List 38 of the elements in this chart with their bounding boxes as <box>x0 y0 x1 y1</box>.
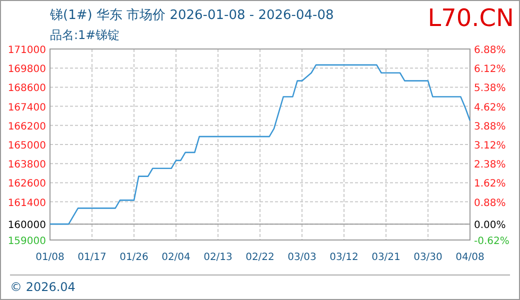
y2-tick-label: 0.88% <box>474 198 506 209</box>
y-tick-label: 169800 <box>8 64 46 76</box>
chart-title: 锑(1#) 华东 市场价 2026-01-08 - 2026-04-08 <box>49 8 334 23</box>
y-tick-label: 162600 <box>8 178 46 190</box>
text: L70.CN <box>428 4 514 32</box>
y-tick-label: 167400 <box>8 102 46 114</box>
y2-tick-label: 6.12% <box>474 64 506 76</box>
x-tick-label: 03/03 <box>288 252 316 263</box>
x-tick-label: 01/08 <box>36 252 64 263</box>
y2-tick-label: -0.62% <box>474 236 510 247</box>
y2-tick-label: 2.38% <box>474 160 506 171</box>
y2-tick-label: 3.88% <box>474 121 506 132</box>
y-tick-label: 166200 <box>8 121 46 132</box>
y-tick-label: 171000 <box>8 45 46 56</box>
chart-subtitle: 品名:1#锑锭 <box>50 28 120 42</box>
y2-tick-label: 3.12% <box>474 140 506 152</box>
y-tick-label: 163800 <box>8 160 46 171</box>
x-tick-label: 02/13 <box>204 252 232 263</box>
x-tick-label: 03/12 <box>330 252 358 263</box>
y-tick-label: 161400 <box>8 198 46 209</box>
y-tick-label: 159000 <box>8 236 46 247</box>
y2-tick-label: 1.62% <box>474 178 506 190</box>
y2-tick-label: 4.62% <box>474 102 506 114</box>
y2-tick-label: 6.88% <box>474 45 506 56</box>
x-tick-label: 02/04 <box>162 252 190 263</box>
x-tick-label: 03/30 <box>414 252 442 263</box>
y-tick-label: 165000 <box>8 140 46 152</box>
x-tick-label: 01/26 <box>120 252 148 263</box>
y-tick-label: 168600 <box>8 83 46 94</box>
y2-tick-label: 0.00% <box>474 220 506 232</box>
x-tick-label: 02/22 <box>246 252 274 263</box>
x-tick-label: 04/08 <box>456 252 484 263</box>
x-tick-label: 03/21 <box>372 252 400 263</box>
x-tick-label: 01/17 <box>78 252 106 263</box>
y2-tick-label: 5.38% <box>474 83 506 94</box>
line-series <box>49 64 471 225</box>
y-tick-label: 160000 <box>8 220 46 232</box>
text: © 2026.04 <box>10 280 76 294</box>
